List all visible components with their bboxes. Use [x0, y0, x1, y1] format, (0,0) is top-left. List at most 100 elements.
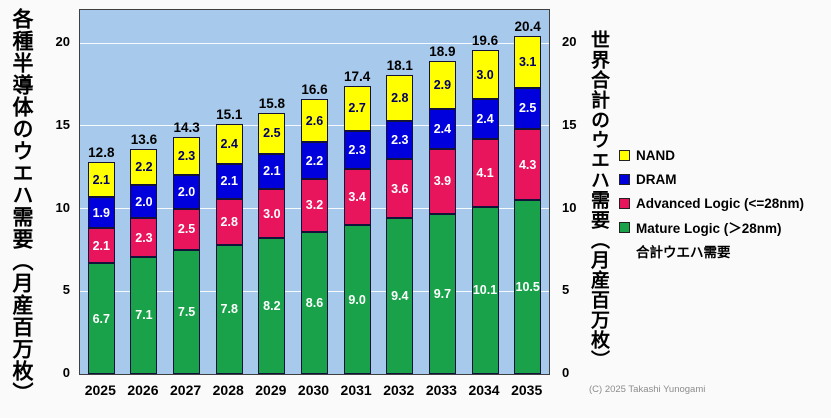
bar-segment-advanced-logic-2035: 4.3 — [514, 129, 542, 201]
legend-item-3: Mature Logic (＞28nm) — [619, 215, 804, 239]
bar-segment-dram-2032: 2.3 — [386, 120, 414, 159]
bar-segment-advanced-logic-2034: 4.1 — [471, 139, 499, 207]
legend-label-2: Advanced Logic (<=28nm) — [636, 195, 805, 211]
x-tick-2030: 2030 — [297, 382, 330, 398]
bar-segment-dram-2028: 2.1 — [215, 163, 243, 199]
bar-segment-mature-logic-2025: 6.7 — [87, 263, 115, 374]
bar-segment-nand-2027: 2.3 — [173, 137, 201, 176]
x-tick-2029: 2029 — [255, 382, 287, 398]
left-axis-title: 各種半導体のウエハ需要（月産百万枚） — [10, 8, 34, 404]
bar-segment-mature-logic-2035: 10.5 — [514, 200, 542, 374]
bar-segment-mature-logic-2031: 9.0 — [343, 225, 371, 374]
bar-segment-nand-2034: 3.0 — [471, 49, 499, 100]
right-axis-title: 世界合計のウエハ需要（月産百万枚） — [587, 30, 609, 370]
x-tick-2034: 2034 — [468, 382, 500, 398]
total-label-2030: 16.6 — [301, 82, 328, 98]
total-label-2029: 15.8 — [258, 95, 285, 111]
legend-item-0: NAND — [619, 143, 804, 167]
bar-segment-dram-2030: 2.2 — [301, 142, 328, 179]
bar-segment-nand-2033: 2.9 — [428, 61, 456, 110]
legend-item-1: DRAM — [619, 167, 804, 191]
total-label-2032: 18.1 — [386, 57, 413, 73]
bar-segment-mature-logic-2027: 7.5 — [173, 249, 201, 374]
bar-segment-mature-logic-2033: 9.7 — [428, 213, 456, 374]
bar-segment-dram-2029: 2.1 — [258, 153, 286, 189]
y-tick-left-5: 5 — [62, 282, 70, 298]
bar-segment-nand-2030: 2.6 — [301, 99, 328, 143]
y-tick-right-20: 20 — [562, 34, 577, 50]
plot-area: 6.7 2.1 1.9 2.1 12.8 7.1 2.3 2.0 2.2 13.6 7.5 2.5 2.… — [79, 9, 550, 375]
total-label-2028: 15.1 — [216, 107, 243, 123]
total-label-2027: 14.3 — [173, 120, 200, 136]
x-tick-2035: 2035 — [511, 382, 543, 398]
bar-segment-mature-logic-2029: 8.2 — [258, 238, 286, 374]
x-axis-labels: 2025 2026 2027 2028 2029 2030 2031 2032 2033 2034… — [79, 381, 548, 399]
bar-segment-advanced-logic-2032: 3.6 — [386, 158, 414, 219]
bar-segment-nand-2032: 2.8 — [386, 74, 414, 121]
bar-segment-advanced-logic-2033: 3.9 — [428, 149, 456, 214]
legend-swatch-3 — [619, 221, 630, 233]
bar-segment-mature-logic-2026: 7.1 — [130, 256, 158, 374]
x-tick-2026: 2026 — [127, 382, 159, 398]
total-label-2034: 19.6 — [471, 32, 499, 48]
total-label-2026: 13.6 — [130, 131, 158, 147]
left-axis-ticks: 0 5 10 15 20 — [34, 9, 72, 380]
bar-segment-dram-2025: 1.9 — [87, 196, 115, 229]
bar-segment-dram-2031: 2.3 — [343, 130, 371, 169]
bar-segment-nand-2025: 2.1 — [87, 162, 115, 197]
copyright: (C) 2025 Takashi Yunogami — [589, 384, 706, 395]
legend-item-2: Advanced Logic (<=28nm) — [619, 191, 804, 215]
y-tick-left-0: 0 — [62, 365, 70, 380]
bar-segment-mature-logic-2034: 10.1 — [471, 206, 499, 374]
legend-swatch-1 — [619, 173, 630, 185]
legend: NAND DRAM Advanced Logic (<=28nm) Mature Lo… — [619, 143, 804, 263]
y-tick-left-15: 15 — [55, 116, 70, 132]
legend-item-4: 合計ウエハ需要 — [619, 239, 804, 263]
bar-segment-dram-2034: 2.4 — [471, 99, 499, 140]
y-tick-right-5: 5 — [562, 282, 570, 298]
legend-swatch-2 — [619, 197, 630, 209]
bar-segment-mature-logic-2032: 9.4 — [386, 218, 414, 374]
bar-segment-advanced-logic-2030: 3.2 — [301, 178, 328, 232]
bar-segment-mature-logic-2028: 7.8 — [215, 244, 243, 374]
x-tick-2032: 2032 — [383, 382, 415, 398]
x-tick-2033: 2033 — [425, 382, 457, 398]
bar-segment-mature-logic-2030: 8.6 — [301, 231, 328, 374]
x-tick-2025: 2025 — [84, 382, 116, 398]
x-tick-2027: 2027 — [170, 382, 202, 398]
gridline-20 — [80, 42, 549, 44]
y-tick-right-0: 0 — [562, 365, 570, 380]
legend-label-3: Mature Logic (＞28nm) — [636, 221, 782, 236]
bar-segment-advanced-logic-2029: 3.0 — [258, 188, 286, 239]
y-tick-right-10: 10 — [562, 199, 577, 215]
bar-segment-advanced-logic-2031: 3.4 — [343, 168, 371, 226]
bar-segment-dram-2026: 2.0 — [130, 185, 158, 219]
total-label-2035: 20.4 — [514, 19, 541, 35]
bar-segment-dram-2033: 2.4 — [428, 109, 456, 149]
bar-segment-advanced-logic-2027: 2.5 — [173, 208, 201, 250]
bar-segment-advanced-logic-2025: 2.1 — [87, 228, 115, 264]
bar-segment-advanced-logic-2028: 2.8 — [215, 198, 243, 245]
right-axis-ticks: 0 5 10 15 20 — [552, 9, 592, 380]
legend-label-0: NAND — [636, 147, 675, 163]
x-tick-2031: 2031 — [340, 382, 372, 398]
bar-segment-nand-2035: 3.1 — [514, 36, 542, 88]
bar-segment-nand-2029: 2.5 — [258, 112, 286, 154]
legend-label-4: 合計ウエハ需要 — [636, 245, 731, 260]
bar-segment-nand-2031: 2.7 — [343, 86, 371, 131]
total-label-2025: 12.8 — [88, 145, 115, 161]
y-tick-right-15: 15 — [562, 116, 577, 132]
bar-segment-dram-2027: 2.0 — [173, 175, 201, 209]
bar-segment-dram-2035: 2.5 — [514, 87, 542, 130]
y-tick-left-10: 10 — [55, 199, 70, 215]
bar-segment-nand-2026: 2.2 — [130, 149, 158, 186]
total-label-2033: 18.9 — [429, 44, 456, 60]
legend-label-1: DRAM — [636, 171, 677, 187]
y-tick-left-20: 20 — [55, 34, 70, 50]
total-label-2031: 17.4 — [343, 69, 371, 85]
legend-swatch-0 — [619, 149, 630, 161]
bar-segment-advanced-logic-2026: 2.3 — [130, 218, 158, 257]
bar-segment-nand-2028: 2.4 — [215, 124, 243, 164]
x-tick-2028: 2028 — [212, 382, 244, 398]
